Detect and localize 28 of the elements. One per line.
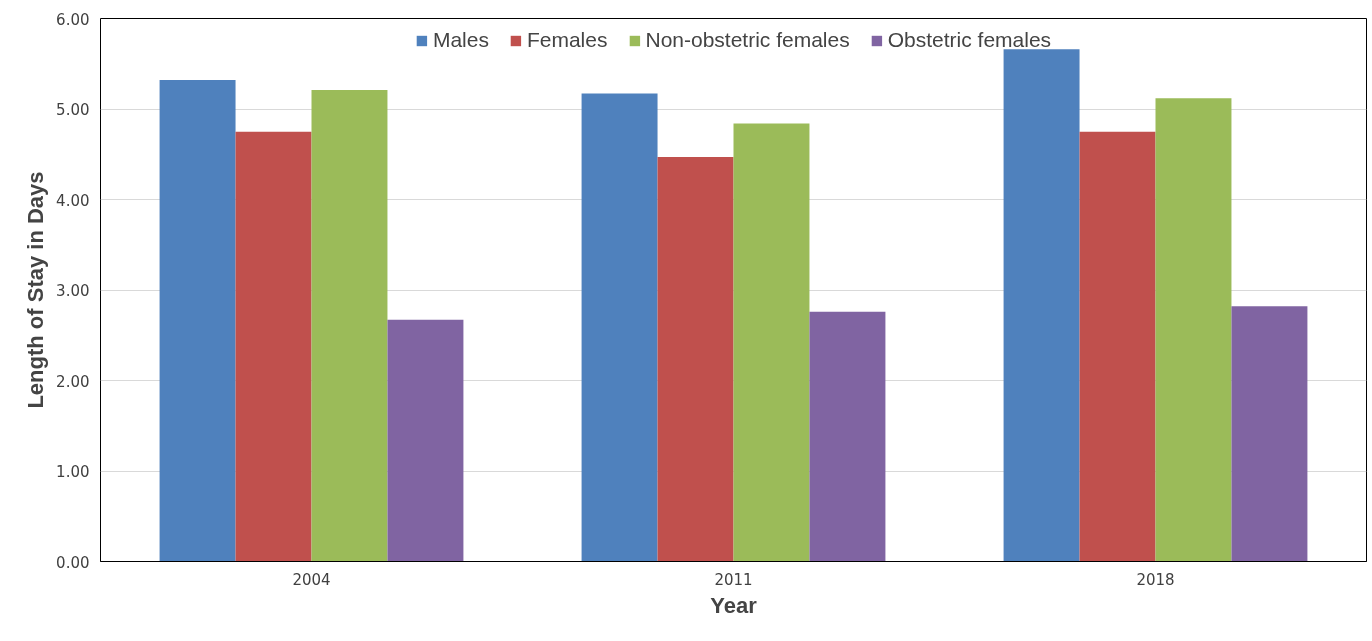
x-tick-label: 2011 (714, 570, 753, 589)
y-tick-label: 0.00 (56, 553, 90, 572)
bar (733, 123, 810, 562)
legend-label: Females (526, 28, 608, 52)
legend-label: Males (432, 28, 489, 52)
legend-label: Obstetric females (887, 28, 1052, 52)
bar (1231, 306, 1308, 562)
y-tick-label: 6.00 (56, 10, 90, 29)
bar (1155, 98, 1232, 562)
y-tick-label: 1.00 (56, 463, 90, 481)
y-tick-label: 2.00 (56, 372, 90, 391)
bar (809, 311, 886, 562)
x-axis-title: Year (710, 592, 758, 618)
bar (657, 156, 734, 562)
bar (387, 319, 464, 562)
y-tick-label: 4.00 (56, 191, 90, 210)
bar (311, 90, 388, 562)
bar (235, 131, 312, 562)
legend-label: Non-obstetric females (645, 28, 850, 52)
y-axis-title: Length of Stay in Days (23, 171, 49, 409)
x-tick-label: 2004 (292, 570, 331, 589)
y-tick-label: 3.00 (56, 282, 90, 300)
x-tick-label: 2018 (1136, 570, 1175, 589)
bar (581, 93, 658, 562)
bar (159, 80, 236, 562)
bar (1003, 49, 1080, 562)
y-tick-label: 5.00 (56, 101, 90, 119)
bar (1079, 131, 1156, 562)
